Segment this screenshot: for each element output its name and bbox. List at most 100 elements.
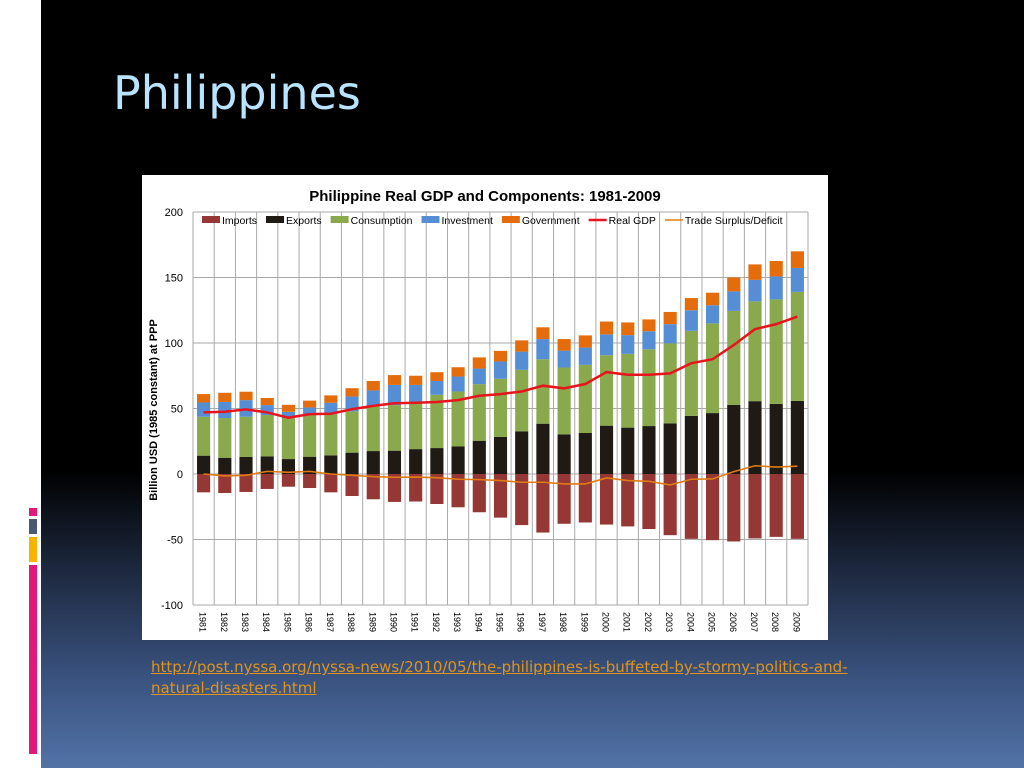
- bar-investment: [197, 402, 211, 417]
- legend-exports-swatch: [266, 216, 285, 223]
- source-link[interactable]: http://post.nyssa.org/nyssa-news/2010/05…: [151, 658, 848, 697]
- bar-investment: [642, 331, 656, 350]
- bar-exports: [366, 451, 380, 474]
- bar-imports: [324, 474, 338, 493]
- y-axis-label: Billion USD (1985 constant) at PPP: [148, 319, 160, 501]
- bar-exports: [599, 425, 614, 474]
- bar-imports: [366, 474, 380, 500]
- bar-exports: [748, 401, 762, 474]
- bar-exports: [239, 456, 253, 474]
- bar-exports: [578, 432, 592, 474]
- x-tick-label: 1992: [431, 612, 441, 632]
- bar-investment: [536, 339, 550, 360]
- bar-investment: [324, 402, 338, 415]
- bar-exports: [642, 426, 656, 474]
- bar-exports: [684, 415, 698, 474]
- bar-government: [260, 398, 274, 406]
- accent-bar-3: [29, 537, 37, 562]
- bar-imports: [621, 474, 635, 527]
- bar-government: [472, 357, 486, 369]
- bar-investment: [515, 351, 529, 370]
- legend-trade-surplus-deficit-label: Trade Surplus/Deficit: [685, 215, 783, 227]
- bar-investment: [218, 401, 232, 419]
- accent-bar-1: [29, 508, 37, 516]
- x-tick-label: 2002: [643, 612, 653, 632]
- bar-government: [557, 339, 571, 351]
- bar-imports: [684, 474, 698, 539]
- bar-imports: [430, 474, 444, 504]
- bar-consumption: [642, 349, 656, 427]
- bar-government: [536, 327, 550, 340]
- bar-investment: [430, 380, 444, 395]
- chart-title: Philippine Real GDP and Components: 1981…: [309, 188, 660, 205]
- bar-exports: [515, 431, 529, 474]
- bar-imports: [409, 474, 423, 502]
- bar-investment: [409, 384, 423, 403]
- bar-investment: [493, 361, 508, 379]
- bar-government: [642, 319, 656, 332]
- x-tick-label: 1996: [516, 612, 526, 632]
- bar-consumption: [218, 418, 232, 458]
- bar-imports: [536, 474, 550, 533]
- x-tick-label: 1994: [473, 612, 483, 632]
- bar-government: [663, 311, 677, 325]
- bar-consumption: [197, 416, 211, 456]
- bar-investment: [366, 390, 380, 406]
- bar-imports: [197, 474, 211, 493]
- x-tick-label: 2005: [707, 612, 717, 632]
- x-tick-label: 1998: [558, 612, 568, 632]
- legend-investment-label: Investment: [442, 215, 493, 227]
- bar-consumption: [705, 323, 720, 414]
- bar-imports: [260, 474, 274, 489]
- bar-imports: [642, 474, 656, 530]
- bar-exports: [281, 459, 296, 474]
- bar-government: [218, 392, 232, 402]
- legend-imports-swatch: [202, 216, 220, 223]
- bar-exports: [472, 440, 486, 474]
- bar-exports: [705, 413, 720, 474]
- x-tick-label: 2003: [664, 612, 674, 632]
- bar-consumption: [281, 418, 296, 460]
- bar-consumption: [493, 378, 508, 437]
- bar-government: [430, 372, 444, 381]
- legend-exports-label: Exports: [286, 215, 322, 227]
- x-tick-label: 1985: [282, 612, 292, 632]
- bar-exports: [260, 456, 274, 474]
- bar-consumption: [430, 394, 444, 449]
- bar-government: [303, 400, 317, 408]
- bar-consumption: [239, 416, 253, 457]
- x-tick-label: 1982: [219, 612, 229, 632]
- legend-government-swatch: [501, 216, 520, 223]
- bar-government: [409, 375, 423, 385]
- bar-government: [345, 388, 359, 397]
- accent-bar-2: [29, 519, 37, 534]
- bar-investment: [790, 267, 804, 292]
- bar-exports: [324, 455, 338, 474]
- x-tick-label: 1987: [325, 612, 335, 632]
- bar-government: [197, 394, 211, 403]
- x-tick-label: 2009: [791, 612, 801, 632]
- bar-government: [578, 335, 592, 348]
- bar-exports: [345, 452, 359, 474]
- bar-government: [387, 375, 402, 385]
- y-tick-label: -100: [161, 600, 183, 612]
- y-tick-label: 50: [171, 404, 183, 416]
- bar-imports: [303, 474, 317, 489]
- y-tick-label: 0: [177, 469, 183, 481]
- bar-imports: [578, 474, 592, 523]
- y-tick-label: 150: [165, 273, 183, 285]
- bar-consumption: [303, 414, 317, 457]
- x-tick-label: 1981: [198, 612, 208, 632]
- bar-consumption: [345, 411, 359, 453]
- bar-exports: [663, 423, 677, 474]
- bar-investment: [451, 376, 465, 392]
- bar-exports: [387, 450, 402, 474]
- bar-exports: [769, 403, 783, 474]
- bar-imports: [472, 474, 486, 513]
- bar-imports: [493, 474, 508, 518]
- bar-imports: [387, 474, 402, 502]
- bar-exports: [557, 434, 571, 474]
- x-tick-label: 1986: [304, 612, 314, 632]
- bar-consumption: [260, 415, 274, 457]
- bar-investment: [303, 407, 317, 415]
